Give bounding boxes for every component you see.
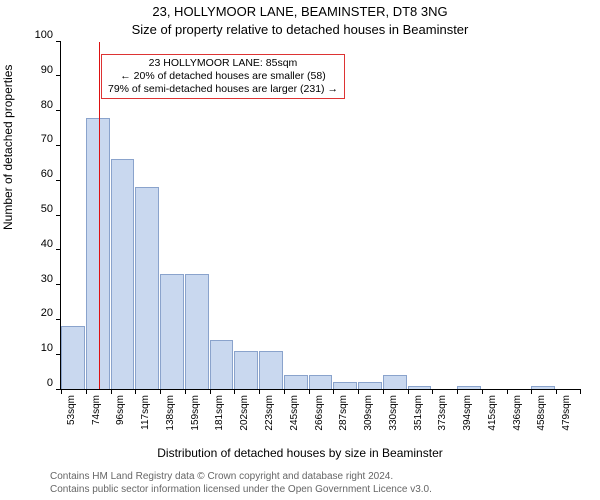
histogram-bar: [185, 274, 209, 389]
x-tick-mark: [210, 389, 211, 394]
y-tick-label: 10: [21, 342, 53, 354]
y-tick-mark: [56, 145, 61, 146]
x-tick-mark: [61, 389, 62, 394]
annotation-line: 79% of semi-detached houses are larger (…: [108, 83, 338, 96]
x-tick-mark: [259, 389, 260, 394]
histogram-bar: [61, 326, 85, 389]
x-tick-mark: [284, 389, 285, 394]
x-tick-label: 74sqm: [91, 395, 102, 425]
x-tick-mark: [160, 389, 161, 394]
x-tick-mark: [135, 389, 136, 394]
y-tick-label: 100: [21, 29, 53, 41]
x-tick-label: 159sqm: [190, 395, 201, 431]
x-tick-label: 181sqm: [214, 395, 225, 431]
y-tick-mark: [56, 110, 61, 111]
x-tick-label: 138sqm: [165, 395, 176, 431]
histogram-bar: [160, 274, 184, 389]
histogram-bar: [86, 118, 110, 389]
annotation-line: 23 HOLLYMOOR LANE: 85sqm: [108, 57, 338, 70]
x-axis-label: Distribution of detached houses by size …: [0, 446, 600, 460]
y-tick-label: 0: [21, 377, 53, 389]
y-tick-label: 30: [21, 273, 53, 285]
x-tick-mark: [531, 389, 532, 394]
histogram-bar: [135, 187, 159, 389]
y-tick-label: 70: [21, 133, 53, 145]
histogram-bar: [333, 382, 357, 389]
y-tick-label: 90: [21, 64, 53, 76]
y-tick-mark: [56, 180, 61, 181]
y-axis-label: Number of detached properties: [1, 65, 15, 230]
attribution-line-2: Contains public sector information licen…: [50, 483, 432, 496]
y-tick-mark: [56, 284, 61, 285]
x-tick-mark: [86, 389, 87, 394]
histogram-bar: [309, 375, 333, 389]
x-tick-label: 351sqm: [413, 395, 424, 431]
x-tick-mark: [457, 389, 458, 394]
x-tick-label: 394sqm: [462, 395, 473, 431]
histogram-bar: [531, 386, 555, 389]
x-tick-label: 415sqm: [487, 395, 498, 431]
x-tick-label: 458sqm: [536, 395, 547, 431]
x-tick-mark: [111, 389, 112, 394]
x-tick-mark: [185, 389, 186, 394]
x-tick-label: 309sqm: [363, 395, 374, 431]
histogram-bar: [383, 375, 407, 389]
x-tick-mark: [556, 389, 557, 394]
chart-container: 23, HOLLYMOOR LANE, BEAMINSTER, DT8 3NG …: [0, 0, 600, 500]
x-tick-mark: [358, 389, 359, 394]
histogram-bar: [408, 386, 432, 389]
y-tick-label: 50: [21, 203, 53, 215]
histogram-bar: [210, 340, 234, 389]
x-tick-mark: [309, 389, 310, 394]
plot-area: 010203040506070809010053sqm74sqm96sqm117…: [60, 42, 580, 390]
x-tick-mark: [383, 389, 384, 394]
histogram-bar: [457, 386, 481, 389]
y-tick-mark: [56, 41, 61, 42]
histogram-bar: [358, 382, 382, 389]
x-tick-label: 373sqm: [437, 395, 448, 431]
x-tick-mark: [432, 389, 433, 394]
y-tick-mark: [56, 249, 61, 250]
y-tick-label: 80: [21, 99, 53, 111]
histogram-bar: [111, 159, 135, 389]
attribution-line-1: Contains HM Land Registry data © Crown c…: [50, 470, 432, 483]
x-tick-label: 287sqm: [338, 395, 349, 431]
x-tick-label: 479sqm: [561, 395, 572, 431]
property-marker-line: [99, 42, 100, 389]
y-tick-mark: [56, 75, 61, 76]
annotation-line: ← 20% of detached houses are smaller (58…: [108, 70, 338, 83]
histogram-bar: [284, 375, 308, 389]
histogram-bar: [234, 351, 258, 389]
x-tick-mark: [580, 389, 581, 394]
x-tick-label: 330sqm: [388, 395, 399, 431]
chart-subtitle: Size of property relative to detached ho…: [0, 22, 600, 37]
x-tick-label: 96sqm: [115, 395, 126, 425]
x-tick-mark: [234, 389, 235, 394]
x-tick-label: 53sqm: [66, 395, 77, 425]
annotation-box: 23 HOLLYMOOR LANE: 85sqm← 20% of detache…: [101, 54, 345, 99]
y-tick-mark: [56, 215, 61, 216]
y-tick-mark: [56, 319, 61, 320]
x-tick-label: 436sqm: [512, 395, 523, 431]
y-tick-label: 60: [21, 168, 53, 180]
x-tick-label: 223sqm: [264, 395, 275, 431]
x-tick-label: 245sqm: [289, 395, 300, 431]
x-tick-label: 202sqm: [239, 395, 250, 431]
x-tick-label: 266sqm: [314, 395, 325, 431]
y-tick-label: 40: [21, 238, 53, 250]
attribution-text: Contains HM Land Registry data © Crown c…: [50, 470, 432, 496]
y-tick-label: 20: [21, 307, 53, 319]
x-tick-mark: [408, 389, 409, 394]
histogram-bar: [259, 351, 283, 389]
chart-title: 23, HOLLYMOOR LANE, BEAMINSTER, DT8 3NG: [0, 4, 600, 19]
x-tick-label: 117sqm: [140, 395, 151, 430]
x-tick-mark: [507, 389, 508, 394]
x-tick-mark: [482, 389, 483, 394]
x-tick-mark: [333, 389, 334, 394]
